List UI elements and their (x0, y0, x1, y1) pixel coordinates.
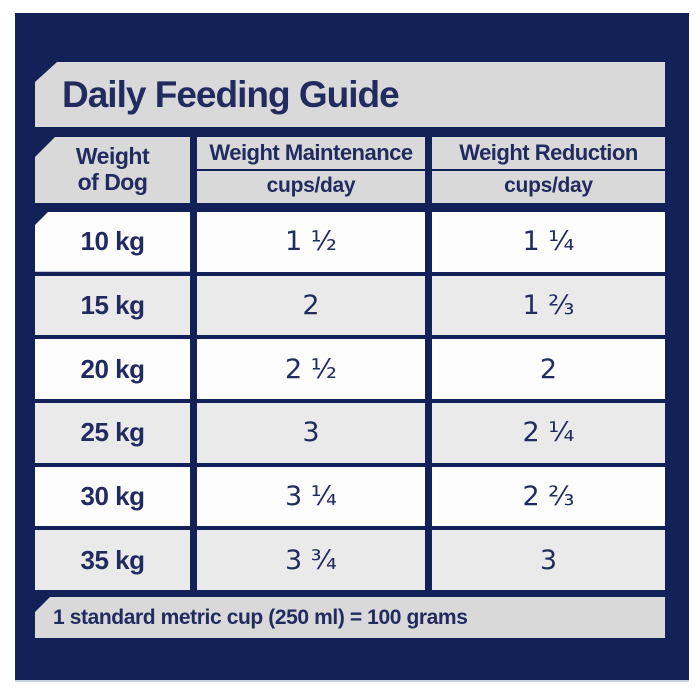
maintenance-value: 2 ½ (197, 339, 425, 400)
reduction-header-unit: cups/day (504, 174, 593, 197)
column-header-weight-reduction: Weight Reduction cups/day (432, 137, 665, 203)
weight-cell: 10 kg (35, 212, 190, 272)
maintenance-value: 3 ¾ (197, 530, 425, 591)
table-header: Weight of Dog Weight Maintenance cups/da… (15, 137, 689, 203)
weight-header-line2: of Dog (77, 169, 148, 195)
table-row: 15 kg 2 1 ⅔ (15, 275, 689, 336)
footnote: 1 standard metric cup (250 ml) = 100 gra… (35, 597, 665, 638)
table-row: 35 kg 3 ¾ 3 (15, 530, 689, 591)
maintenance-value: 3 ¼ (197, 466, 425, 527)
reduction-value: 1 ¼ (432, 212, 665, 272)
reduction-value: 2 ¼ (432, 403, 665, 463)
column-header-weight-of-dog: Weight of Dog (35, 137, 190, 203)
weight-cell: 20 kg (35, 339, 190, 400)
table-row: 20 kg 2 ½ 2 (15, 339, 689, 400)
reduction-header-label: Weight Reduction (432, 137, 665, 171)
page-title-text: Daily Feeding Guide (62, 73, 400, 115)
table-row: 25 kg 3 2 ¼ (15, 403, 689, 463)
weight-cell: 25 kg (35, 403, 190, 463)
table-body: 10 kg 1 ½ 1 ¼ 15 kg 2 1 ⅔ 20 kg 2 ½ 2 25… (15, 212, 689, 591)
weight-cell: 15 kg (35, 275, 190, 336)
reduction-value: 2 ⅔ (432, 466, 665, 527)
reduction-value: 2 (432, 339, 665, 400)
weight-cell: 35 kg (35, 530, 190, 591)
maintenance-value: 1 ½ (197, 212, 425, 272)
table-row: 30 kg 3 ¼ 2 ⅔ (15, 466, 689, 527)
maintenance-value: 2 (197, 275, 425, 336)
weight-header-line1: Weight (75, 143, 150, 170)
maintenance-header-unit: cups/day (266, 174, 356, 197)
reduction-value: 1 ⅔ (432, 275, 665, 336)
feeding-guide-panel: Daily Feeding Guide Weight of Dog Weight… (15, 13, 689, 682)
maintenance-value: 3 (197, 403, 425, 463)
column-header-weight-maintenance: Weight Maintenance cups/day (197, 137, 425, 203)
footnote-text: 1 standard metric cup (250 ml) = 100 gra… (53, 605, 468, 629)
table-row: 10 kg 1 ½ 1 ¼ (15, 212, 689, 272)
reduction-value: 3 (432, 530, 665, 591)
page-title: Daily Feeding Guide (35, 62, 665, 127)
weight-cell: 30 kg (35, 466, 190, 527)
maintenance-header-label: Weight Maintenance (197, 137, 425, 171)
